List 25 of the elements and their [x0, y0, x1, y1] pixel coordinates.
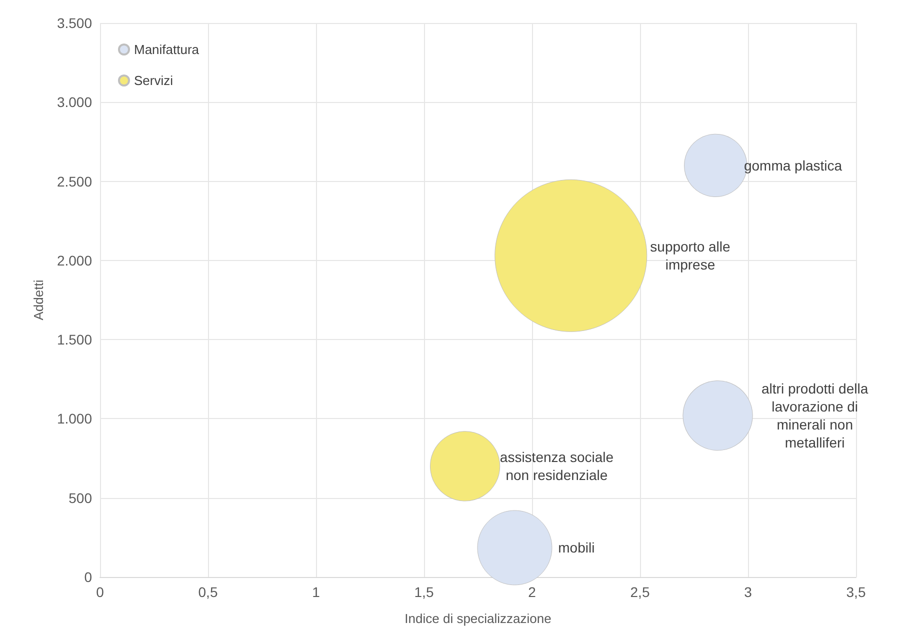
x-tick-label: 2: [528, 584, 536, 600]
y-tick-label: 3.000: [56, 94, 92, 110]
x-tick-label: 3: [744, 584, 752, 600]
y-tick-label: 3.500: [56, 15, 92, 31]
x-tick-label: 2,5: [630, 584, 650, 600]
y-tick-label: 0: [84, 569, 92, 585]
data-label: supporto alle imprese: [650, 238, 731, 273]
y-tick-label: 2.000: [56, 252, 92, 268]
x-tick-label: 0,5: [198, 584, 218, 600]
legend-label: Servizi: [134, 73, 174, 88]
data-label: mobili: [558, 540, 595, 556]
legend-label: Manifattura: [134, 42, 200, 57]
x-tick-label: 3,5: [846, 584, 866, 600]
y-tick-label: 1.500: [56, 332, 92, 348]
x-axis-title: Indice di specializzazione: [404, 611, 552, 626]
x-tick-label: 0: [96, 584, 104, 600]
y-tick-label: 500: [68, 490, 92, 506]
x-tick-label: 1,5: [414, 584, 434, 600]
y-axis-title: Addetti: [31, 280, 46, 320]
data-label: altri prodotti della lavorazione di minerali non metalliferi: [762, 380, 868, 451]
y-tick-label: 2.500: [56, 173, 92, 190]
x-tick-label: 1: [312, 584, 320, 600]
data-label: gomma plastica: [744, 157, 842, 174]
y-tick-label: 1.000: [56, 410, 92, 427]
data-label: assistenza sociale non residenziale: [500, 449, 614, 484]
